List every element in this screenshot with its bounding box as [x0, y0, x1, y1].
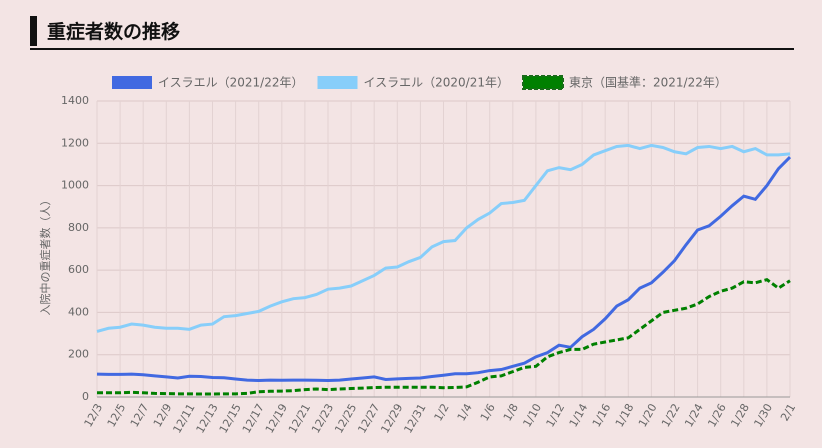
x-tick-label: 12/21 [286, 402, 313, 436]
x-tick-label: 12/11 [170, 402, 197, 436]
x-tick-label: 12/15 [217, 402, 244, 436]
x-tick-label: 12/31 [401, 402, 428, 436]
x-tick-label: 1/14 [567, 402, 591, 430]
x-tick-label: 1/30 [751, 402, 775, 430]
x-tick-label: 12/27 [355, 402, 382, 436]
x-tick-label: 1/6 [478, 401, 498, 423]
x-tick-label: 12/17 [240, 402, 267, 436]
x-tick-label: 1/12 [544, 402, 568, 430]
x-tick-label: 12/29 [378, 402, 405, 436]
x-tick-label: 1/24 [682, 402, 706, 430]
y-tick-label: 400 [68, 305, 89, 318]
x-tick-label: 12/19 [263, 402, 290, 436]
x-tick-label: 1/20 [636, 402, 660, 430]
series-line [96, 143, 791, 333]
series-line [96, 155, 792, 383]
y-tick-label: 1000 [61, 179, 89, 192]
x-tick-label: 12/23 [309, 402, 336, 436]
x-tick-label: 12/5 [105, 402, 129, 430]
y-tick-label: 1200 [61, 136, 89, 149]
x-tick-label: 12/9 [151, 402, 175, 430]
x-tick-label: 1/8 [501, 401, 521, 423]
y-axis-label: 入院中の重症者数（人） [38, 195, 52, 316]
legend-label: 東京（国基準：2021/22年） [569, 75, 727, 90]
legend-swatch [112, 76, 152, 89]
legend-label: イスラエル（2021/22年） [158, 76, 304, 90]
y-tick-label: 800 [68, 221, 89, 234]
x-tick-label: 12/25 [332, 402, 359, 436]
y-tick-label: 600 [68, 263, 89, 276]
y-tick-label: 0 [82, 390, 89, 403]
x-tick-label: 12/7 [128, 402, 152, 430]
x-tick-label: 12/13 [194, 402, 221, 436]
legend-label: イスラエル（2020/21年） [364, 76, 510, 90]
x-tick-label: 12/3 [82, 402, 106, 430]
y-tick-label: 1400 [61, 94, 89, 107]
x-tick-label: 1/10 [520, 402, 544, 430]
x-tick-label: 1/26 [705, 402, 729, 430]
legend-swatch [317, 76, 358, 89]
x-tick-label: 1/18 [613, 402, 637, 430]
title-rule [30, 48, 794, 50]
x-tick-label: 1/2 [432, 402, 452, 424]
x-tick-label: 1/28 [728, 402, 752, 430]
x-tick-label: 1/4 [455, 401, 475, 423]
series-line [97, 278, 791, 396]
x-tick-label: 2/1 [778, 402, 798, 424]
y-tick-label: 200 [68, 348, 89, 361]
x-tick-label: 1/22 [659, 402, 683, 430]
x-tick-label: 1/16 [590, 402, 614, 430]
chart-title: 重症者数の推移 [30, 16, 180, 46]
legend-swatch [522, 75, 564, 90]
